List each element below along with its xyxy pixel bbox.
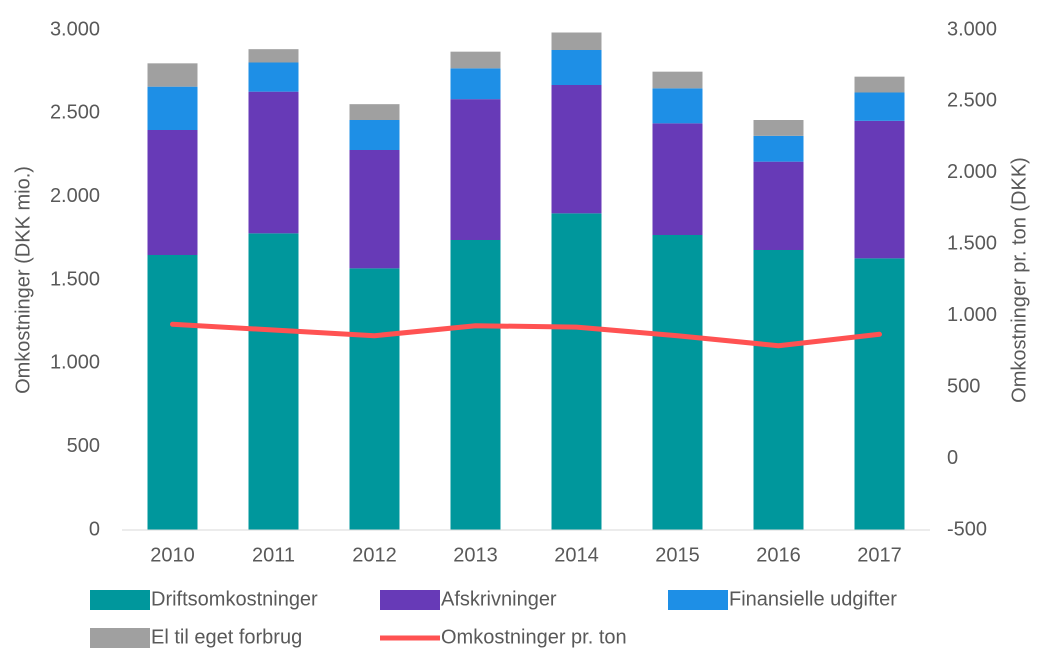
bar-segment — [147, 130, 198, 255]
y-tick-label: 0 — [89, 518, 100, 540]
x-tick-label: 2013 — [453, 544, 498, 566]
bar-segment — [753, 250, 804, 530]
y2-tick-label: 2.500 — [947, 90, 997, 112]
x-tick-label: 2015 — [655, 544, 700, 566]
bar-segment — [450, 51, 501, 69]
y2-tick-label: 1.500 — [947, 233, 997, 255]
bar-segment — [147, 86, 198, 130]
bar-segment — [652, 71, 703, 89]
bar-segment — [349, 268, 400, 530]
bar-segment — [551, 32, 602, 50]
y-tick-label: 500 — [67, 435, 100, 457]
legend-label: Finansielle udgifter — [729, 588, 897, 610]
bar-segment — [248, 62, 299, 92]
y2-tick-label: 2.000 — [947, 161, 997, 183]
bar-segment — [450, 240, 501, 530]
bar-segment — [551, 213, 602, 531]
x-tick-label: 2016 — [756, 544, 801, 566]
x-tick-label: 2012 — [352, 544, 397, 566]
bar-segment — [753, 120, 804, 136]
bar-segment — [652, 235, 703, 530]
x-tick-label: 2010 — [150, 544, 195, 566]
bar-segment — [854, 258, 905, 530]
legend-swatch — [90, 628, 150, 648]
bar-segment — [652, 88, 703, 124]
bar-segment — [248, 91, 299, 234]
bar-segment — [652, 123, 703, 235]
bar-segment — [753, 135, 804, 162]
bar-segment — [854, 76, 905, 93]
y-tick-label: 2.500 — [50, 102, 100, 124]
y-tick-label: 1.000 — [50, 352, 100, 374]
line-series — [170, 321, 882, 349]
bar-segment — [551, 85, 602, 214]
bar-segment — [450, 68, 501, 100]
x-tick-label: 2011 — [252, 544, 295, 566]
legend-swatch — [90, 590, 150, 610]
y2-axis-label: Omkostninger pr. ton (DKK) — [1008, 157, 1030, 403]
y-tick-label: 3.000 — [50, 18, 100, 40]
bar-segment — [248, 49, 299, 63]
bar-segment — [147, 63, 198, 87]
y-tick-label: 2.000 — [50, 185, 100, 207]
bar-segment — [147, 255, 198, 530]
bar-segment — [854, 120, 905, 259]
y2-tick-label: 3.000 — [947, 18, 997, 40]
y-axis-label: Omkostninger (DKK mio.) — [12, 166, 34, 394]
bar-segment — [753, 161, 804, 250]
bar-segment — [248, 233, 299, 531]
bar-segment — [349, 104, 400, 120]
legend-swatch — [668, 590, 728, 610]
y2-tick-label: 500 — [947, 375, 980, 397]
y2-tick-label: 0 — [947, 447, 958, 469]
legend-label: Driftsomkostninger — [151, 588, 318, 610]
legend-label: El til eget forbrug — [151, 626, 302, 648]
legend-label: Omkostninger pr. ton — [441, 626, 627, 648]
bar-segment — [551, 50, 602, 85]
bar-segment — [450, 99, 501, 241]
y2-tick-label: -500 — [947, 518, 987, 540]
bar-segment — [854, 92, 905, 121]
x-tick-label: 2017 — [857, 544, 902, 566]
y-tick-label: 1.500 — [50, 268, 100, 290]
y2-tick-label: 1.000 — [947, 304, 997, 326]
bar-segment — [349, 150, 400, 269]
bar-segment — [349, 120, 400, 150]
legend-swatch — [380, 590, 440, 610]
legend-label: Afskrivninger — [441, 588, 557, 610]
x-tick-label: 2014 — [554, 544, 599, 566]
